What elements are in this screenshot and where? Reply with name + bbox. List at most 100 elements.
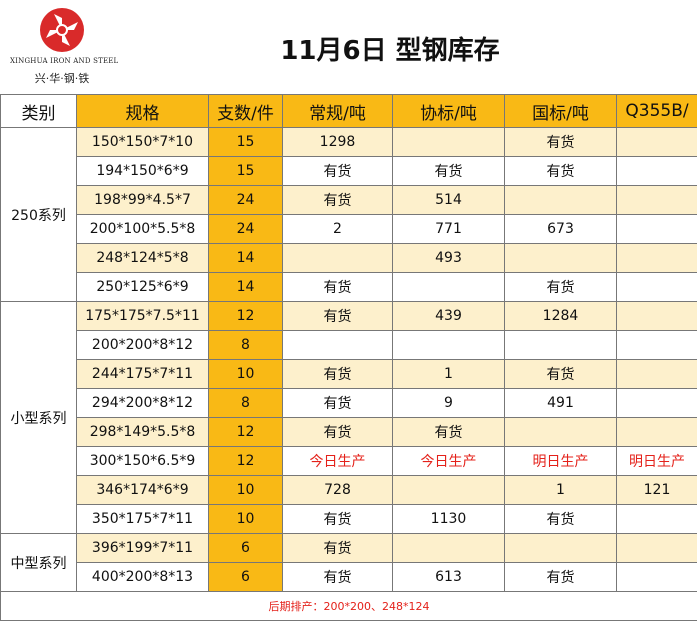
regular-cell: 有货 <box>282 185 393 215</box>
col-header-category: 类别 <box>0 94 77 128</box>
national-cell: 673 <box>504 214 617 244</box>
table-row: 350*175*7*11 10 有货 1130 有货 <box>1 504 697 534</box>
regular-cell <box>282 243 393 273</box>
category-cell: 250系列 <box>0 127 77 302</box>
regular-cell: 有货 <box>282 388 393 418</box>
assoc-cell <box>392 127 505 157</box>
assoc-cell <box>392 272 505 302</box>
assoc-cell: 1 <box>392 359 505 389</box>
page-title: 11月6日 型钢库存 <box>280 36 500 66</box>
q355b-cell: 121 <box>616 475 697 505</box>
q355b-cell: 明日生产 <box>616 446 697 476</box>
q355b-cell <box>616 504 697 534</box>
regular-cell: 有货 <box>282 417 393 447</box>
q355b-cell <box>616 272 697 302</box>
table-body: 250系列 150*150*7*10 15 1298 有货 194*150*6*9 15 有货… <box>0 127 697 592</box>
national-cell: 有货 <box>504 156 617 186</box>
col-header-qty: 支数/件 <box>208 94 283 128</box>
q355b-cell <box>616 562 697 592</box>
national-cell: 有货 <box>504 504 617 534</box>
header: XINGHUA IRON AND STEEL 兴·华·钢·铁 11月6日 型钢库… <box>0 0 697 94</box>
regular-cell: 有货 <box>282 359 393 389</box>
spec-cell: 150*150*7*10 <box>76 127 209 157</box>
assoc-cell: 439 <box>392 301 505 331</box>
assoc-cell <box>392 330 505 360</box>
spec-cell: 350*175*7*11 <box>76 504 209 534</box>
national-cell: 明日生产 <box>504 446 617 476</box>
national-cell <box>504 533 617 563</box>
spec-cell: 298*149*5.5*8 <box>76 417 209 447</box>
table-row: 250系列 150*150*7*10 15 1298 有货 <box>0 127 697 302</box>
national-cell: 有货 <box>504 562 617 592</box>
national-cell: 有货 <box>504 127 617 157</box>
qty-cell: 12 <box>208 417 283 447</box>
qty-cell: 12 <box>208 301 283 331</box>
table-row: 250*125*6*9 14 有货 有货 <box>1 272 697 302</box>
table-row: 小型系列 175*175*7.5*11 12 有货 439 1284 <box>0 301 697 534</box>
regular-cell <box>282 330 393 360</box>
regular-cell: 2 <box>282 214 393 244</box>
spec-cell: 400*200*8*13 <box>76 562 209 592</box>
qty-cell: 15 <box>208 156 283 186</box>
q355b-cell <box>616 533 697 563</box>
regular-cell: 有货 <box>282 272 393 302</box>
table-row: 中型系列 396*199*7*11 6 有货 <box>0 533 697 592</box>
qty-cell: 6 <box>208 562 283 592</box>
spec-cell: 250*125*6*9 <box>76 272 209 302</box>
q355b-cell <box>616 330 697 360</box>
footer-cell: 后期排产：200*200、248*124 <box>0 591 697 621</box>
q355b-cell <box>616 388 697 418</box>
national-cell: 491 <box>504 388 617 418</box>
q355b-cell <box>616 359 697 389</box>
table-row: 294*200*8*12 8 有货 9 491 <box>1 388 697 418</box>
col-header-assoc: 协标/吨 <box>392 94 505 128</box>
qty-cell: 14 <box>208 272 283 302</box>
qty-cell: 15 <box>208 127 283 157</box>
assoc-cell: 514 <box>392 185 505 215</box>
col-header-q355b: Q355B/ <box>616 94 697 128</box>
qty-cell: 24 <box>208 185 283 215</box>
q355b-cell <box>616 417 697 447</box>
spec-cell: 198*99*4.5*7 <box>76 185 209 215</box>
table-row: 200*200*8*12 8 <box>1 330 697 360</box>
spec-cell: 244*175*7*11 <box>76 359 209 389</box>
assoc-cell: 771 <box>392 214 505 244</box>
footer-row: 后期排产：200*200、248*124 <box>0 591 697 621</box>
assoc-cell: 有货 <box>392 156 505 186</box>
national-cell: 1 <box>504 475 617 505</box>
regular-cell: 有货 <box>282 533 393 563</box>
table-row: 248*124*5*8 14 493 <box>1 243 697 273</box>
logo-emblem-icon <box>40 8 84 52</box>
table-row: 244*175*7*11 10 有货 1 有货 <box>1 359 697 389</box>
spec-cell: 175*175*7.5*11 <box>76 301 209 331</box>
assoc-cell: 9 <box>392 388 505 418</box>
spec-cell: 200*200*8*12 <box>76 330 209 360</box>
national-cell: 有货 <box>504 272 617 302</box>
table-row: 194*150*6*9 15 有货 有货 有货 <box>1 156 697 186</box>
qty-cell: 6 <box>208 533 283 563</box>
assoc-cell: 493 <box>392 243 505 273</box>
company-logo: XINGHUA IRON AND STEEL 兴·华·钢·铁 <box>10 8 119 88</box>
qty-cell: 12 <box>208 446 283 476</box>
national-cell <box>504 330 617 360</box>
assoc-cell <box>392 533 505 563</box>
table-row: 346*174*6*9 10 728 1 121 <box>1 475 697 505</box>
qty-cell: 10 <box>208 359 283 389</box>
q355b-cell <box>616 127 697 157</box>
regular-cell: 有货 <box>282 504 393 534</box>
spec-cell: 248*124*5*8 <box>76 243 209 273</box>
regular-cell: 728 <box>282 475 393 505</box>
spec-cell: 200*100*5.5*8 <box>76 214 209 244</box>
col-header-regular: 常规/吨 <box>282 94 393 128</box>
regular-cell: 有货 <box>282 301 393 331</box>
regular-cell: 1298 <box>282 127 393 157</box>
qty-cell: 14 <box>208 243 283 273</box>
regular-cell: 今日生产 <box>282 446 393 476</box>
footer-note: 后期排产：200*200、248*124 <box>268 600 430 613</box>
assoc-cell: 有货 <box>392 417 505 447</box>
table-row: 200*100*5.5*8 24 2 771 673 <box>1 214 697 244</box>
logo-english-text: XINGHUA IRON AND STEEL <box>10 57 119 65</box>
category-cell: 中型系列 <box>0 533 77 592</box>
category-cell: 小型系列 <box>0 301 77 534</box>
q355b-cell <box>616 301 697 331</box>
